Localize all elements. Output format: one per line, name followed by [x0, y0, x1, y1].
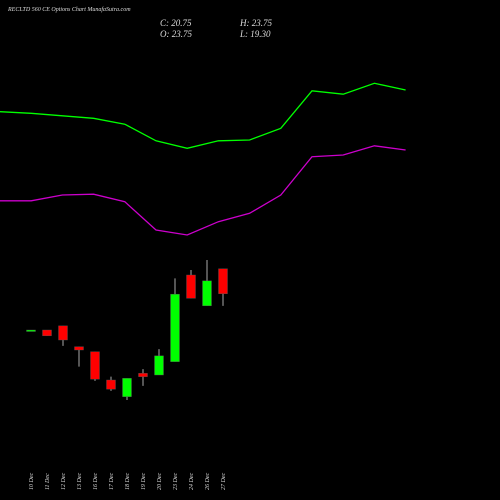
low-label: L: 19.30 [239, 29, 271, 39]
x-tick-label: 26 Dec [205, 473, 211, 490]
x-tick-label: 23 Dec [173, 473, 179, 490]
x-tick-label: 10 Dec [29, 473, 35, 490]
candle-body [170, 293, 180, 362]
x-tick-label: 17 Dec [109, 473, 115, 490]
candle-body [154, 355, 164, 376]
x-tick-label: 27 Dec [221, 473, 227, 490]
band-line [0, 82, 406, 149]
x-tick-label: 13 Dec [77, 473, 83, 490]
x-tick-label: 19 Dec [141, 473, 147, 490]
candle-body [218, 268, 228, 294]
candle-body [58, 325, 68, 341]
candle-body [186, 274, 196, 299]
x-tick-label: 20 Dec [157, 473, 163, 490]
x-tick-label: 16 Dec [93, 473, 99, 490]
band-line [0, 145, 406, 236]
candle-body [42, 329, 52, 337]
candle-body [26, 329, 36, 332]
close-label: C: 20.75 [160, 18, 192, 28]
candle-body [202, 280, 212, 307]
open-label: O: 23.75 [160, 29, 192, 39]
candle-body [106, 379, 116, 390]
x-tick-label: 18 Dec [125, 473, 131, 490]
candle-body [138, 373, 148, 377]
candle-body [90, 351, 100, 380]
high-label: H: 23.75 [239, 18, 272, 28]
candle-body [122, 378, 132, 397]
x-tick-label: 24 Dec [188, 473, 195, 490]
candle-body [74, 346, 84, 351]
x-tick-label: 11 Dec [45, 473, 51, 490]
x-tick-label: 12 Dec [61, 473, 67, 490]
chart-title: RECLTD 560 CE Options Chart MunafaSutra.… [7, 6, 131, 13]
